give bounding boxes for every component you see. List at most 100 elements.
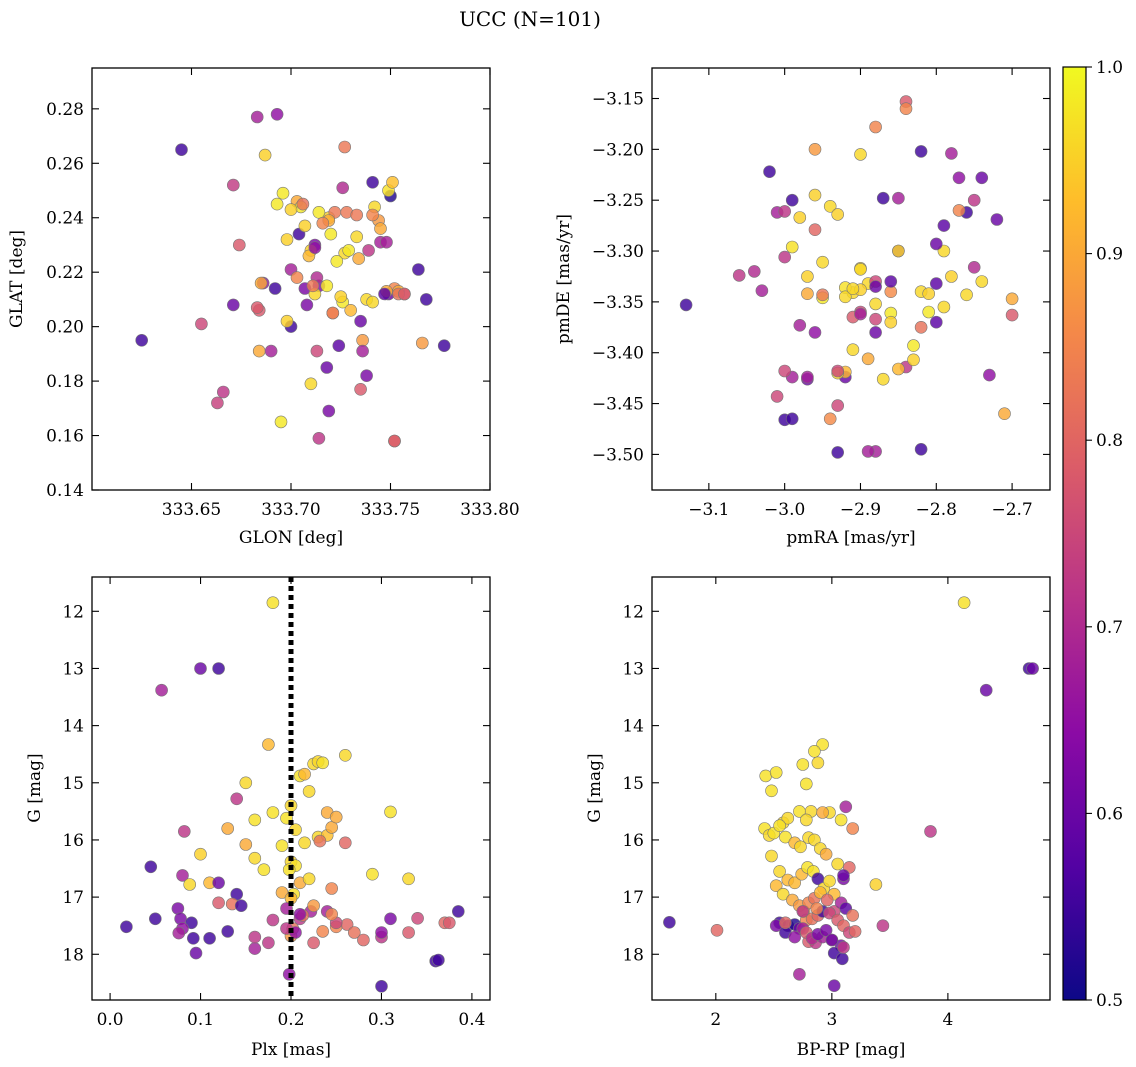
colorbar-tick-label: 0.7 [1096,618,1123,638]
panel-plx-g-point [221,822,234,835]
panel-pmra-pmde-point [846,282,860,296]
panel-glon-glat-point [386,176,399,189]
panel-plx-g-point [248,942,262,955]
panel-plx-g-point [194,847,207,861]
panel-plx-g-point [257,863,271,877]
panel-glon-glat-point [308,241,322,254]
colorbar-gradient [1062,66,1087,1001]
panel-pmra-pmde-point [816,288,829,302]
panel-bprp-g-point [979,683,993,697]
panel-plx-g-xlabel: Plx [mas] [251,1040,331,1060]
panel-glon-glat-point [195,317,208,331]
panel-plx-g-point [212,662,225,675]
panel-pmra-pmde-point [869,326,882,339]
panel-plx-g-point [384,912,397,926]
panel-pmra-pmde: pmRA [mas/yr] pmDE [mas/yr] −3.1 −3.0 −2.9… [554,67,1051,548]
panel-plx-g-point [144,860,158,874]
panel-pmra-pmde-point [778,364,792,378]
panel-glon-glat-point [324,227,338,241]
colorbar-tick-label: 0.9 [1096,245,1123,265]
panel-bprp-g-point [773,865,786,878]
panel-plx-g-ytick-label: 17 [62,888,84,908]
panel-plx-g-point [266,913,280,927]
panel-glon-glat-point [280,233,294,246]
panel-glon-glat-point [310,344,324,358]
panel-plx-g-point [357,933,370,947]
panel-plx-g-point [120,920,133,934]
panel-plx-g-point [302,872,316,886]
panel-glon-glat-point [336,181,350,195]
panel-pmra-pmde-ytick-label: −3.30 [592,242,644,262]
panel-bprp-g-xtick-label: 2 [710,1010,721,1030]
panel-glon-glat-point [326,306,340,320]
panel-glon-glat-point [320,361,334,374]
panel-glon-glat-point [227,178,240,192]
panel-plx-g-point [212,876,225,890]
panel-pmra-pmde-point [967,193,981,207]
panel-pmra-pmde-point [831,446,845,459]
panel-glon-glat: GLON [deg] GLAT [deg] 333.65 333.70 333.75… [7,67,520,548]
panel-pmra-pmde-point [801,270,814,283]
panel-bprp-g-point [837,869,850,882]
panel-bprp-g: BP-RP [mag] G [mag] 2 3 4 12 13 14 15 16 17 18 [585,576,1051,1060]
panel-pmra-pmde-point [952,204,966,217]
panel-pmra-pmde-point [808,188,822,202]
panel-bprp-g-point [811,756,825,770]
panel-bprp-g-point [834,813,848,827]
panel-glon-glat-point [356,333,369,347]
panel-pmra-pmde-point [952,171,966,185]
panel-bprp-g-point [846,822,860,835]
panel-bprp-g-point [793,805,806,818]
panel-pmra-pmde-point [801,287,814,301]
panel-pmra-pmde-point [838,290,852,304]
panel-plx-g-point [316,925,330,938]
panel-glon-glat-point [350,208,364,222]
panel-bprp-g-ytick-label: 17 [622,888,644,908]
panel-plx-g-point [187,931,200,945]
panel-glon-glat-point [217,385,230,399]
panel-plx-g-point [375,926,388,939]
panel-glon-glat-point [334,290,348,304]
panel-plx-g-ylabel: G [mag] [25,753,45,822]
panel-plx-g-point [248,851,262,865]
panel-plx-g-point [172,926,186,940]
panel-pmra-pmde-point [929,237,943,251]
panel-plx-g-point [402,872,415,886]
panel-pmra-pmde-point [770,390,784,403]
panel-pmra-pmde-point [801,370,814,384]
panel-glon-glat-point [135,333,148,347]
panel-glon-glat-point [258,148,272,162]
panel-plx-g-xtick-label: 0.0 [97,1010,124,1030]
panel-glon-glat-point [316,216,330,230]
panel-pmra-pmde-ytick-label: −3.35 [592,293,644,313]
panel-pmra-pmde-xtick-label: −3.1 [688,500,729,520]
panel-plx-g-point [234,899,248,913]
panel-bprp-g-point [788,876,802,890]
panel-pmra-pmde-point [869,312,882,326]
panel-glon-glat-point [296,197,310,211]
panel-glon-glat-point [274,415,288,429]
panel-plx-g-point [248,930,262,944]
panel-plx-g-xtick-label: 0.4 [458,1010,485,1030]
panel-plx-g-point [384,805,397,819]
panel-bprp-g-point [846,909,860,922]
panel-plx-g-ytick-label: 15 [62,774,84,794]
panel-bprp-g-ytick-label: 15 [622,774,644,794]
panel-pmra-pmde-point [907,353,920,367]
panel-pmra-pmde-point [892,244,905,258]
panel-pmra-pmde-ytick-label: −3.45 [592,395,644,415]
panel-plx-g-point [275,839,289,853]
panel-pmra-pmde-ylabel: pmDE [mas/yr] [554,214,574,344]
colorbar-tick-label: 0.5 [1096,991,1123,1011]
panel-pmra-pmde-point [945,270,958,283]
panel-plx-g-point [316,756,330,770]
panel-pmra-pmde-point [778,250,792,264]
panel-pmra-pmde-point [831,208,845,221]
panel-plx-g-xtick-label: 0.1 [187,1010,214,1030]
panel-plx-g-point [212,896,225,910]
panel-glon-glat-point [412,263,425,276]
panel-glon-glat-ytick-label: 0.22 [46,263,84,283]
panel-plx-g-point [432,953,445,967]
panel-glon-glat-ytick-label: 0.28 [46,100,84,120]
panel-pmra-pmde-point [793,318,807,332]
